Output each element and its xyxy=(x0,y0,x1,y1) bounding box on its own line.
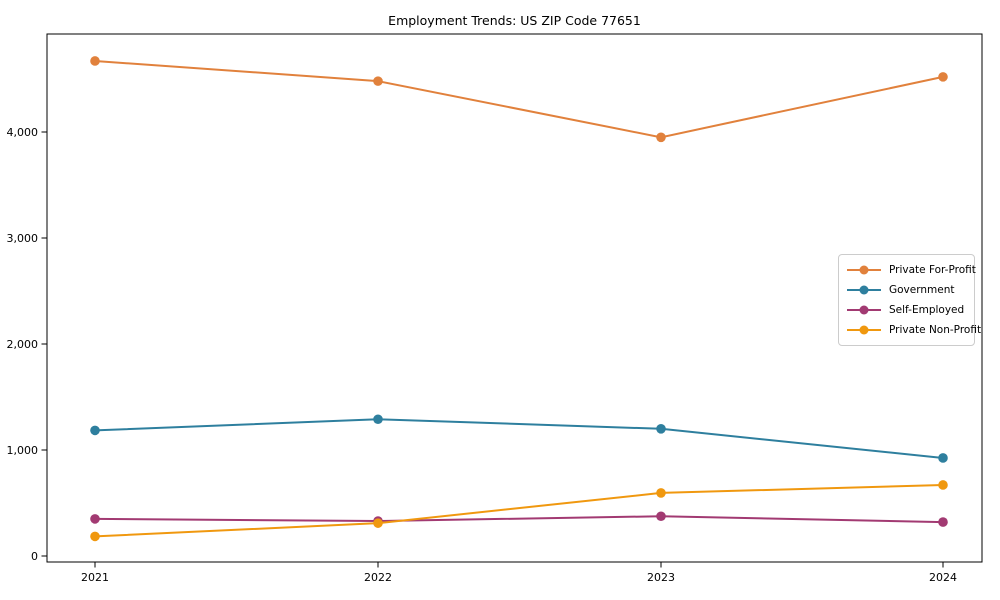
series-line-government xyxy=(94,418,944,459)
legend-label: Self-Employed xyxy=(889,304,965,316)
legend-label: Private For-Profit xyxy=(889,264,976,276)
data-point-self-employed-2021 xyxy=(90,514,100,524)
legend-label: Private Non-Profit xyxy=(889,324,982,336)
legend-label: Government xyxy=(889,284,955,296)
data-point-private-non-profit-2021 xyxy=(90,531,100,542)
chart-title: Employment Trends: US ZIP Code 77651 xyxy=(388,13,641,28)
legend-item-government: Government xyxy=(846,280,968,300)
data-point-private-for-profit-2021 xyxy=(90,56,100,66)
x-tick-label: 2021 xyxy=(81,571,109,584)
data-point-government-2022 xyxy=(373,414,383,425)
data-point-self-employed-2023 xyxy=(656,511,666,522)
data-point-private-for-profit-2024 xyxy=(938,72,948,82)
y-tick-label: 3,000 xyxy=(7,232,39,245)
data-point-government-2023 xyxy=(656,424,666,434)
series-line-private-for-profit xyxy=(94,59,944,139)
y-tick-label: 0 xyxy=(31,550,38,563)
data-point-private-for-profit-2022 xyxy=(373,76,383,86)
data-point-government-2024 xyxy=(938,453,948,463)
series-line-private-non-profit xyxy=(94,483,944,538)
data-point-private-non-profit-2022 xyxy=(373,518,383,528)
plot-border xyxy=(46,33,983,563)
legend-item-self-employed: Self-Employed xyxy=(846,300,968,320)
legend-marker-icon xyxy=(847,305,881,315)
x-tick-label: 2023 xyxy=(647,571,675,584)
y-tick-label: 4,000 xyxy=(7,126,39,139)
legend: Private For-Profit Government Self-Employe… xyxy=(838,254,981,346)
legend-marker-icon xyxy=(847,265,881,275)
y-tick-label: 1,000 xyxy=(7,444,39,457)
y-tick-label: 2,000 xyxy=(7,338,39,351)
legend-item-private-non-profit: Private Non-Profit xyxy=(846,320,981,340)
series-line-self-employed xyxy=(94,515,944,524)
data-point-government-2021 xyxy=(90,425,100,436)
legend-marker-icon xyxy=(847,285,881,295)
legend-item-private-for-profit: Private For-Profit xyxy=(846,260,976,280)
x-tick-label: 2024 xyxy=(929,571,957,584)
x-tick-label: 2022 xyxy=(364,571,392,584)
legend-marker-icon xyxy=(847,325,881,335)
data-point-private-non-profit-2023 xyxy=(656,488,666,498)
data-point-self-employed-2024 xyxy=(938,517,948,527)
data-point-private-non-profit-2024 xyxy=(938,480,948,490)
data-point-private-for-profit-2023 xyxy=(656,132,666,143)
